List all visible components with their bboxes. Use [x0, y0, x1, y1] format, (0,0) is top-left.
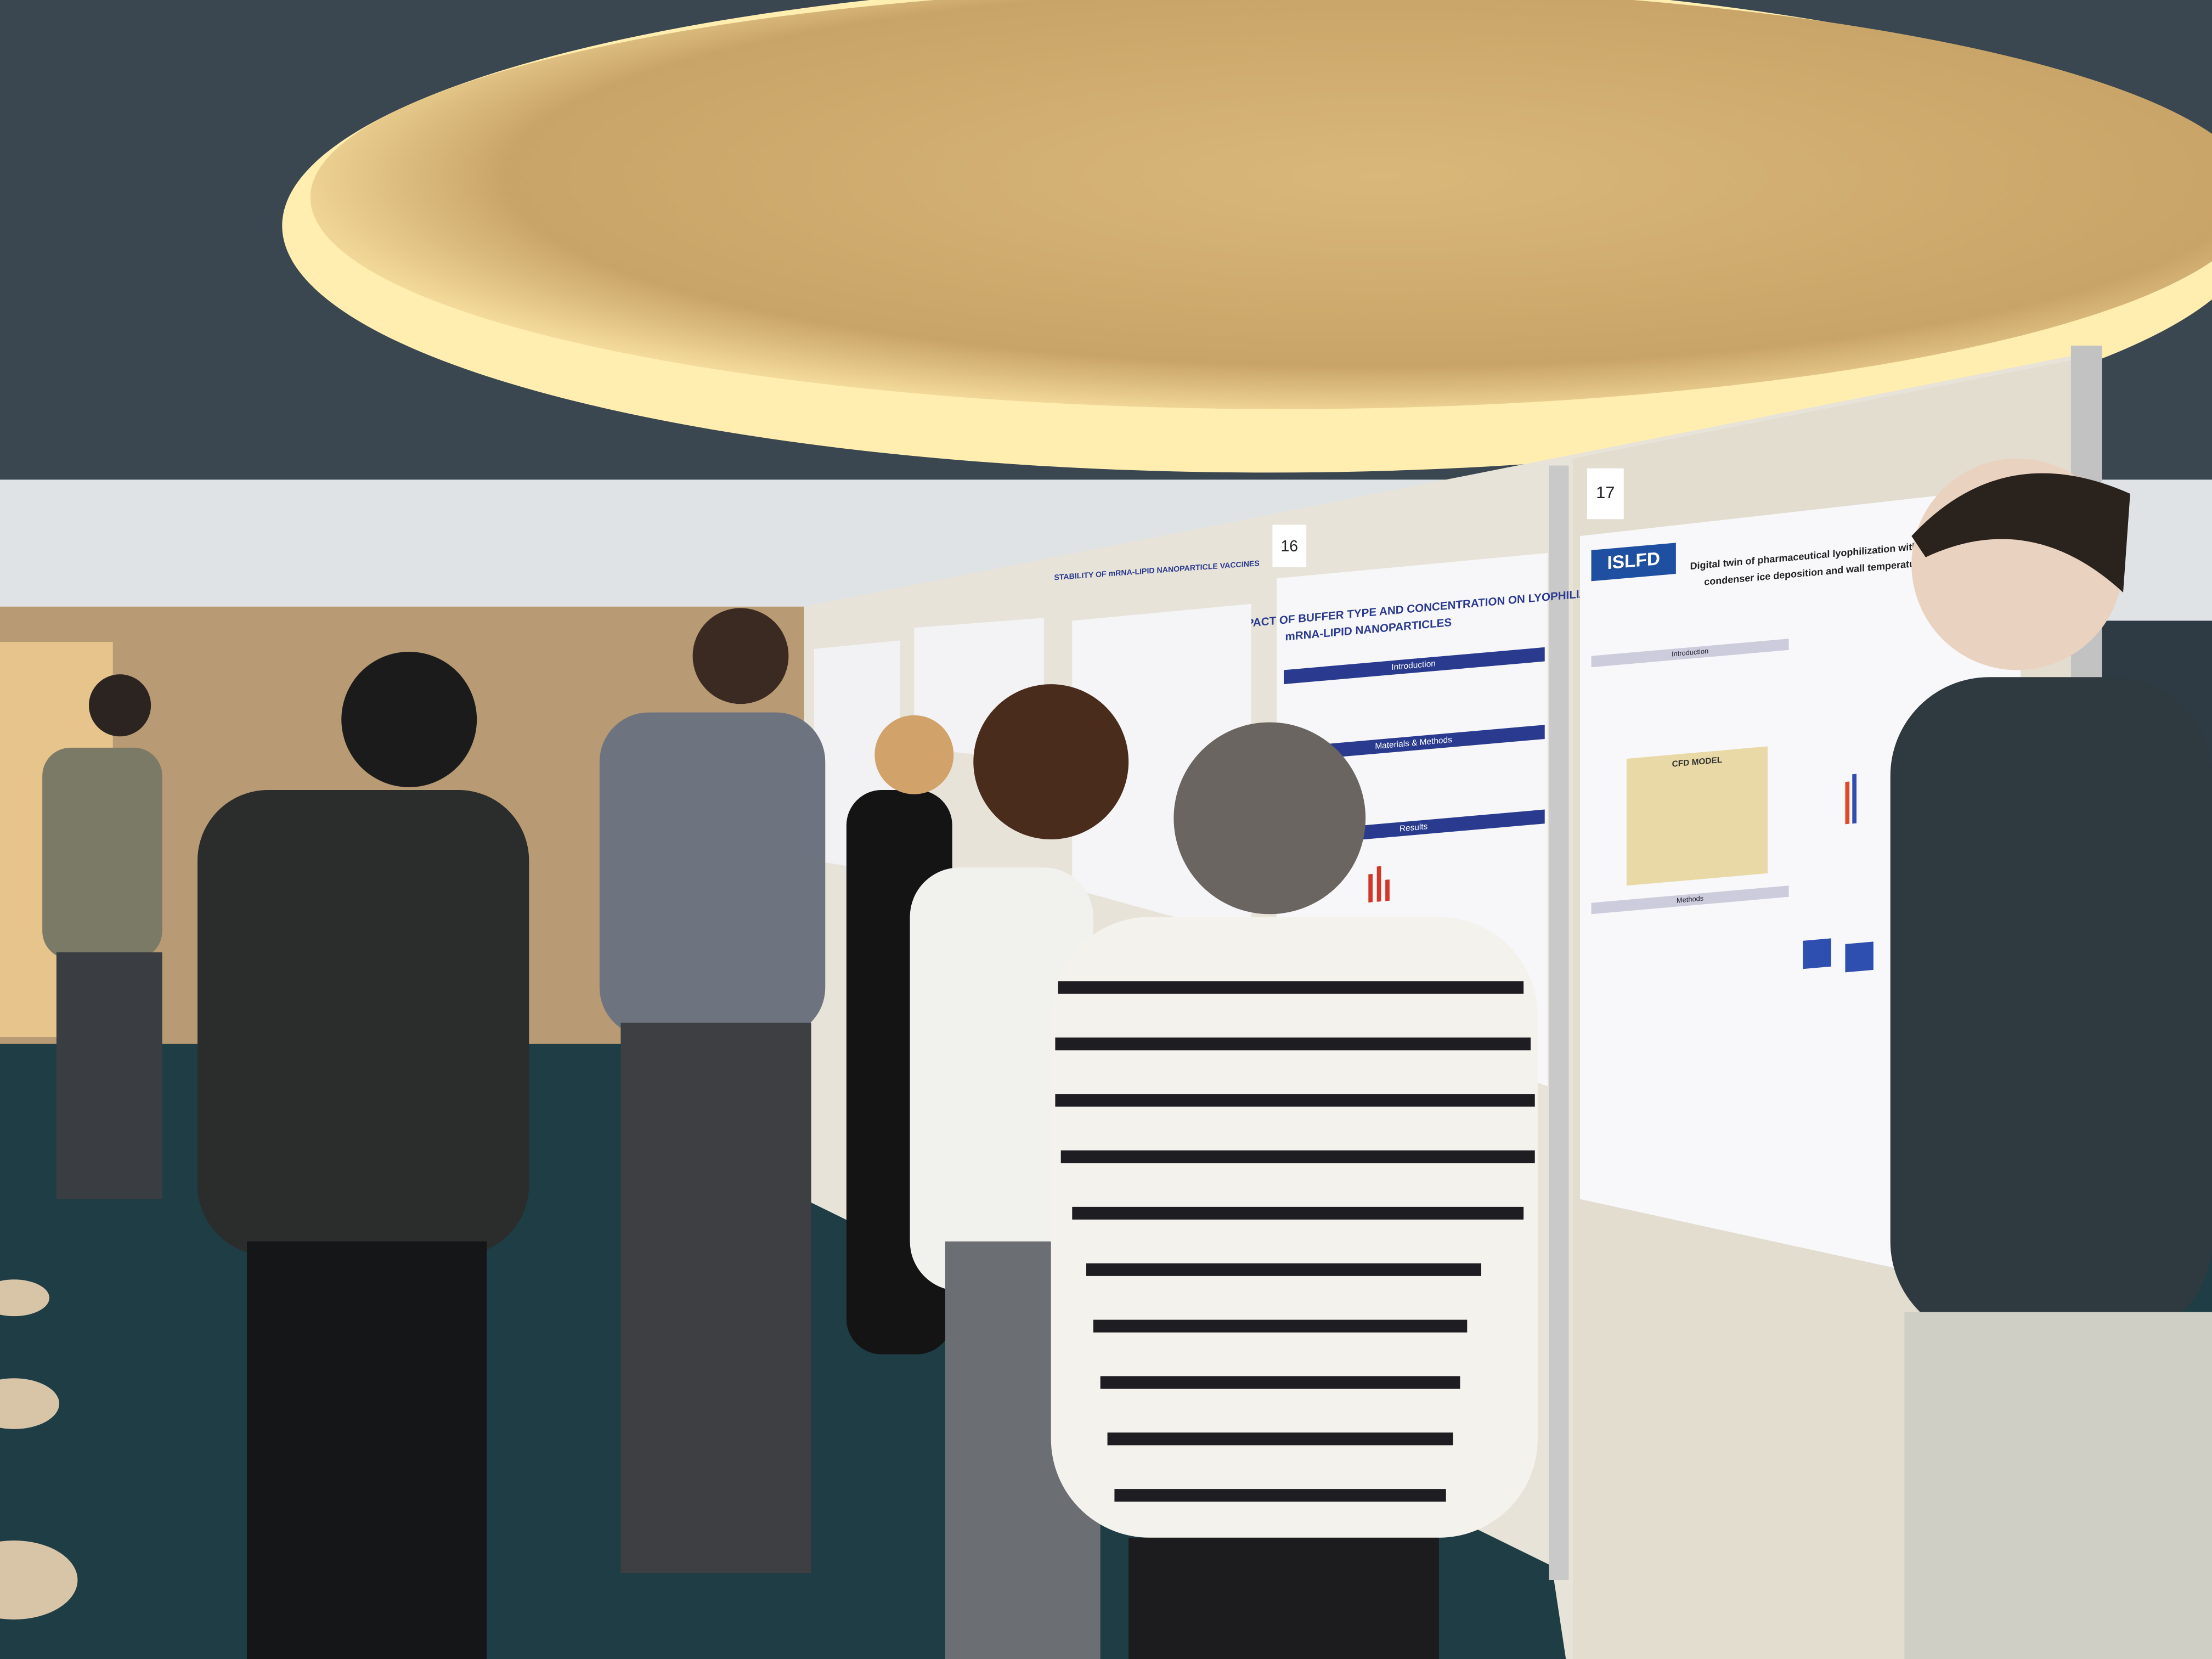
person-head [1173, 722, 1366, 915]
person [56, 952, 162, 1199]
board-post [1549, 465, 1569, 1580]
person [247, 1241, 487, 1659]
board-number: 16 [1281, 537, 1298, 555]
person-head [874, 715, 954, 794]
board-number-tag [1587, 468, 1624, 520]
person [1904, 1312, 2212, 1659]
stripes [1055, 981, 1535, 1502]
section-bar [1284, 725, 1545, 762]
section-bar [1591, 639, 1789, 668]
person-head [341, 652, 477, 787]
figure [1626, 746, 1768, 886]
person-head [973, 684, 1129, 839]
section-heading: Results [1400, 822, 1428, 833]
person [620, 1023, 811, 1573]
person [599, 712, 826, 1037]
floor-light [0, 1541, 78, 1620]
board-number: 17 [1596, 483, 1615, 502]
logo-box [1591, 543, 1676, 582]
person [1128, 1537, 1439, 1659]
person-head [692, 608, 789, 704]
ceiling-dome [311, 0, 2212, 409]
floor-light [0, 1279, 49, 1317]
person-head [89, 674, 151, 737]
person [1890, 677, 2212, 1340]
logo: ISLFD [1607, 549, 1660, 573]
floor-light [0, 1378, 59, 1429]
person [198, 790, 529, 1256]
section-heading: Methods [1677, 894, 1703, 905]
person [42, 747, 162, 960]
section-heading: Introduction [1672, 647, 1708, 658]
people [42, 458, 2212, 1659]
person [910, 867, 1093, 1291]
section-bar [1284, 647, 1545, 685]
section-bar [1591, 885, 1789, 915]
hair [1911, 473, 2130, 592]
board-number-tag [1272, 524, 1307, 567]
